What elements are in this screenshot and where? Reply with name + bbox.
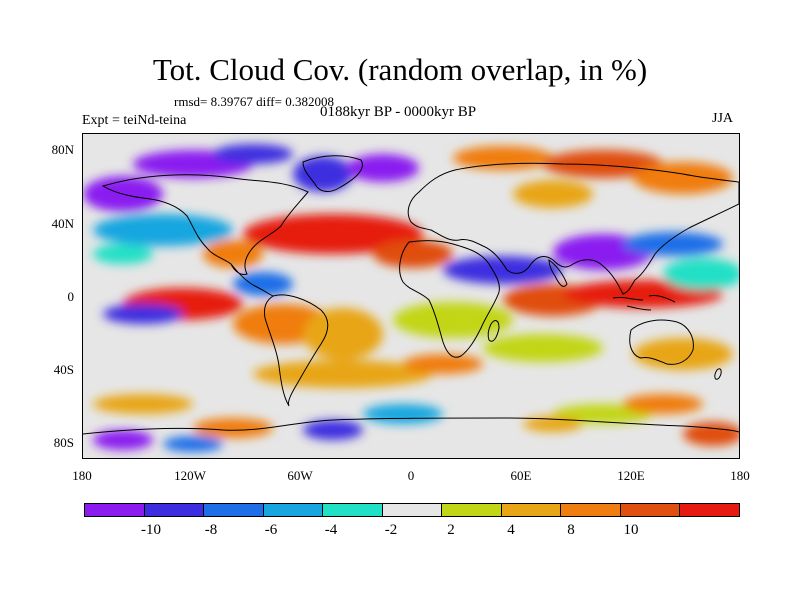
coast-india — [548, 258, 568, 287]
anomaly-patch — [93, 430, 153, 450]
anomaly-patch — [243, 214, 423, 254]
anomaly-patch — [233, 272, 293, 296]
cloud-cover-map — [83, 134, 739, 458]
coast-africa — [399, 240, 500, 358]
anomaly-patch — [623, 232, 723, 256]
anomaly-patch — [253, 360, 433, 388]
anomaly-patch — [443, 256, 563, 284]
colorbar-label: -6 — [264, 522, 278, 538]
lon-label-0: 0 — [407, 468, 415, 483]
colorbar-swatch — [619, 503, 681, 517]
season-label: JJA — [712, 111, 734, 126]
anomaly-patch — [683, 422, 739, 446]
map-panel — [82, 133, 740, 459]
experiment-label: Expt = teiNd-teina — [82, 113, 187, 128]
coast-central-america — [230, 263, 274, 297]
lat-label-eq: 0 — [67, 289, 75, 304]
anomaly-patch — [513, 180, 593, 208]
anomaly-patch — [93, 214, 233, 246]
coast-new-zealand — [714, 368, 722, 380]
colorbar-swatch — [679, 503, 741, 517]
colorbar — [84, 503, 741, 517]
colorbar-swatch — [322, 503, 383, 517]
anomaly-patch — [303, 420, 363, 440]
coast-north-america — [101, 174, 309, 275]
anomaly-patch — [93, 394, 193, 414]
chart-title: Tot. Cloud Cov. (random overlap, in %) — [152, 52, 648, 87]
colorbar-swatch — [84, 503, 145, 517]
anomaly-patch — [163, 436, 223, 452]
anomaly-patch — [93, 244, 153, 264]
coast-madagascar — [487, 320, 500, 342]
lon-label-60e: 60E — [510, 468, 532, 483]
stats-text: rmsd= 8.39767 diff= 0.382008 — [174, 94, 334, 109]
colorbar-swatch — [143, 503, 205, 517]
colorbar-swatch — [441, 503, 502, 517]
colorbar-label: -2 — [384, 522, 398, 538]
anomaly-patch — [663, 258, 739, 290]
colorbar-label: -8 — [204, 522, 218, 538]
lon-label-120e: 120E — [617, 468, 645, 483]
anomaly-patch — [633, 162, 733, 194]
colorbar-swatch — [203, 503, 264, 517]
colorbar-swatch — [500, 503, 562, 517]
lat-label-40s: 40S — [53, 362, 74, 377]
anomaly-patch — [543, 150, 663, 178]
coast-south-america — [264, 294, 329, 407]
anomaly-patch — [393, 302, 513, 338]
anomaly-patch — [363, 404, 443, 424]
anomaly-patch — [347, 154, 419, 182]
colorbar-label: 8 — [567, 522, 575, 538]
anomaly-patch — [213, 144, 293, 164]
period-label: 0188kyr BP - 0000kyr BP — [320, 104, 477, 120]
coast-greenland — [302, 155, 363, 192]
anomaly-patch — [623, 394, 703, 414]
anomaly-patch — [373, 240, 453, 268]
lat-label-80s: 80S — [53, 435, 74, 450]
coast-indonesia — [612, 295, 676, 311]
anomaly-patch — [633, 338, 733, 370]
coast-antarctica — [83, 417, 739, 435]
colorbar-label: 10 — [623, 522, 639, 538]
colorbar-swatch — [560, 503, 621, 517]
anomaly-patch — [453, 146, 553, 170]
anomaly-patch — [193, 418, 273, 438]
lat-label-40n: 40N — [51, 216, 74, 231]
lon-label-180w: 180 — [72, 468, 92, 483]
anomaly-patch — [403, 354, 483, 374]
anomaly-patch — [103, 304, 183, 324]
anomaly-patch — [483, 334, 603, 362]
colorbar-label: -4 — [324, 522, 338, 538]
coast-australia — [629, 319, 694, 365]
coast-eurasia — [407, 162, 739, 295]
colorbar-swatch — [262, 503, 324, 517]
lon-label-180e: 180 — [730, 468, 750, 483]
anomaly-patch — [203, 240, 263, 268]
anomaly-field — [83, 144, 739, 452]
lon-label-120w: 120W — [174, 468, 206, 483]
colorbar-label: 4 — [507, 522, 515, 538]
colorbar-label: -10 — [141, 522, 161, 538]
lon-label-60w: 60W — [287, 468, 313, 483]
colorbar-label: 2 — [447, 522, 455, 538]
colorbar-swatch — [381, 503, 443, 517]
lat-label-80n: 80N — [51, 142, 74, 157]
coastlines — [83, 155, 739, 435]
anomaly-patch — [303, 308, 383, 360]
anomaly-patch — [293, 156, 353, 192]
anomaly-patch — [553, 404, 653, 424]
